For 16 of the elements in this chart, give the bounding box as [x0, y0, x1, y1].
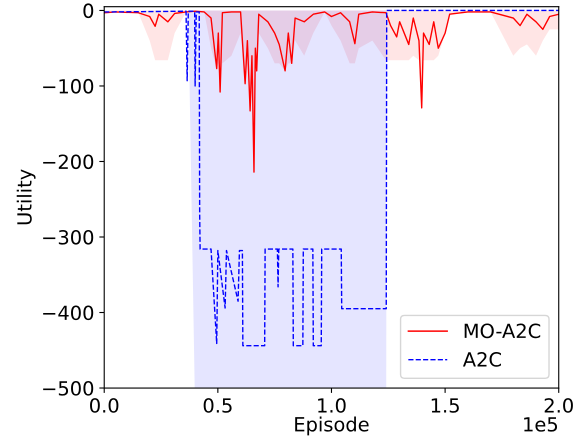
y-tick-label: 0 [83, 3, 94, 18]
x-tick-label: 1.5 [432, 398, 459, 413]
text: 1e5 [524, 417, 558, 432]
x-tick-label: 2.0 [544, 398, 573, 413]
y-tick-label: −500 [43, 380, 94, 396]
y-axis-title: Utility [16, 169, 36, 224]
x-axis-title: Episode [295, 416, 369, 436]
y-tick-label: −400 [43, 305, 94, 320]
x-tick-label: 0.5 [204, 398, 232, 413]
legend-label: A2C [462, 352, 501, 367]
x-tick-label: 0.0 [90, 398, 118, 413]
y-tick-label: −300 [43, 230, 94, 245]
x-tick-label: 1.0 [318, 398, 346, 413]
y-tick-label: −200 [43, 154, 94, 170]
legend-label: MO-A2C [464, 324, 540, 338]
y-tick-label: −100 [43, 78, 94, 94]
